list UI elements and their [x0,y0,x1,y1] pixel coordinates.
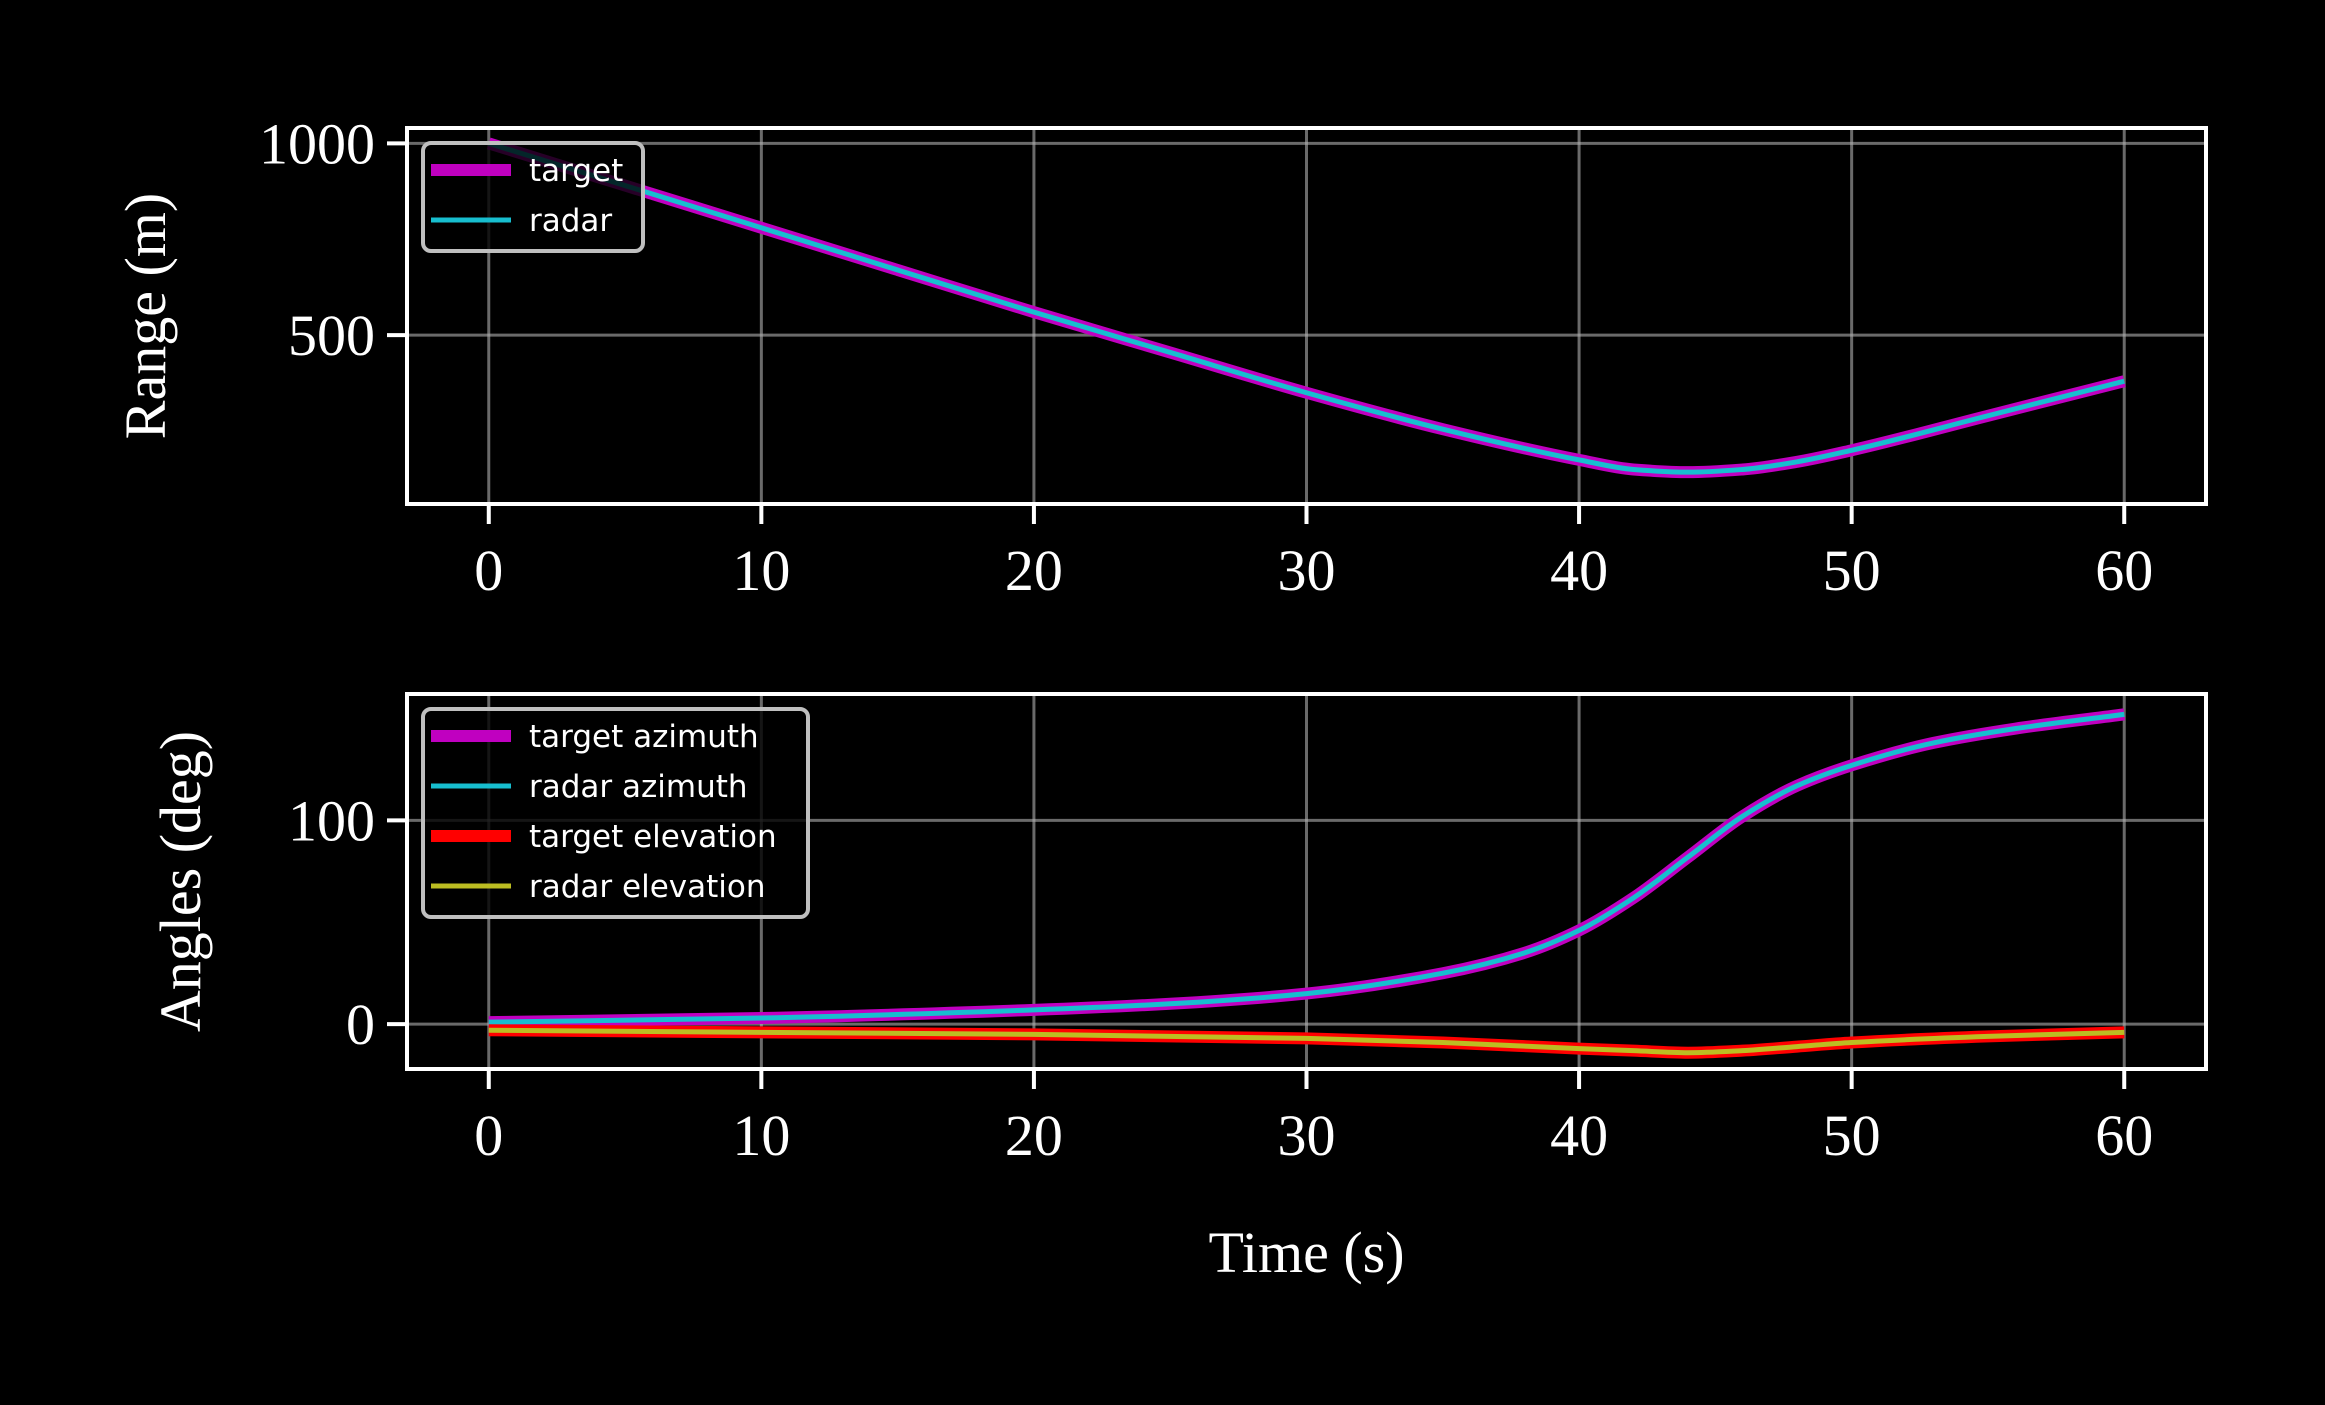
x-tick-label: 30 [1278,1103,1336,1168]
legend-box [421,707,810,919]
legend-label: target elevation [529,819,777,855]
y-axis-label: Angles (deg) [148,731,213,1032]
x-tick-label: 50 [1823,538,1881,603]
x-axis-label: Time (s) [1208,1220,1404,1285]
y-tick-label: 0 [346,992,375,1057]
y-tick-label: 1000 [259,111,375,176]
y-tick-label: 100 [288,788,375,853]
x-tick-label: 20 [1005,1103,1063,1168]
x-tick-label: 30 [1278,538,1336,603]
y-axis-label: Range (m) [113,193,178,439]
series-line-radar-elevation [488,1027,2125,1056]
x-tick-label: 10 [732,538,790,603]
y-tick-label: 500 [288,303,375,368]
x-tick-label: 50 [1823,1103,1881,1168]
series-line-radar-azimuth [488,711,2125,1025]
x-tick-label: 0 [474,1103,503,1168]
legend-label: radar azimuth [529,769,748,805]
legend: target radar [421,141,645,253]
x-tick-label: 60 [2095,538,2153,603]
legend: target azimuth radar azimuth target elevat… [421,707,810,919]
series-line-radar [488,140,2125,475]
legend-label: target azimuth [529,719,759,755]
chart-panel-2: 0 10 20 30 40 50 60 0 100 Angles (deg) Time (s) tar… [148,692,2208,1285]
x-tick-label: 40 [1550,1103,1608,1168]
legend-label: target [529,153,623,189]
x-tick-label: 0 [474,538,503,603]
x-tick-label: 10 [732,1103,790,1168]
x-tick-label: 20 [1005,538,1063,603]
x-tick-label: 40 [1550,538,1608,603]
legend-label: radar [529,203,612,239]
x-tick-label: 60 [2095,1103,2153,1168]
chart-panel-1: 0 10 20 30 40 50 60 500 1000 Range (m) target radar [113,111,2208,603]
legend-label: radar elevation [529,869,766,905]
